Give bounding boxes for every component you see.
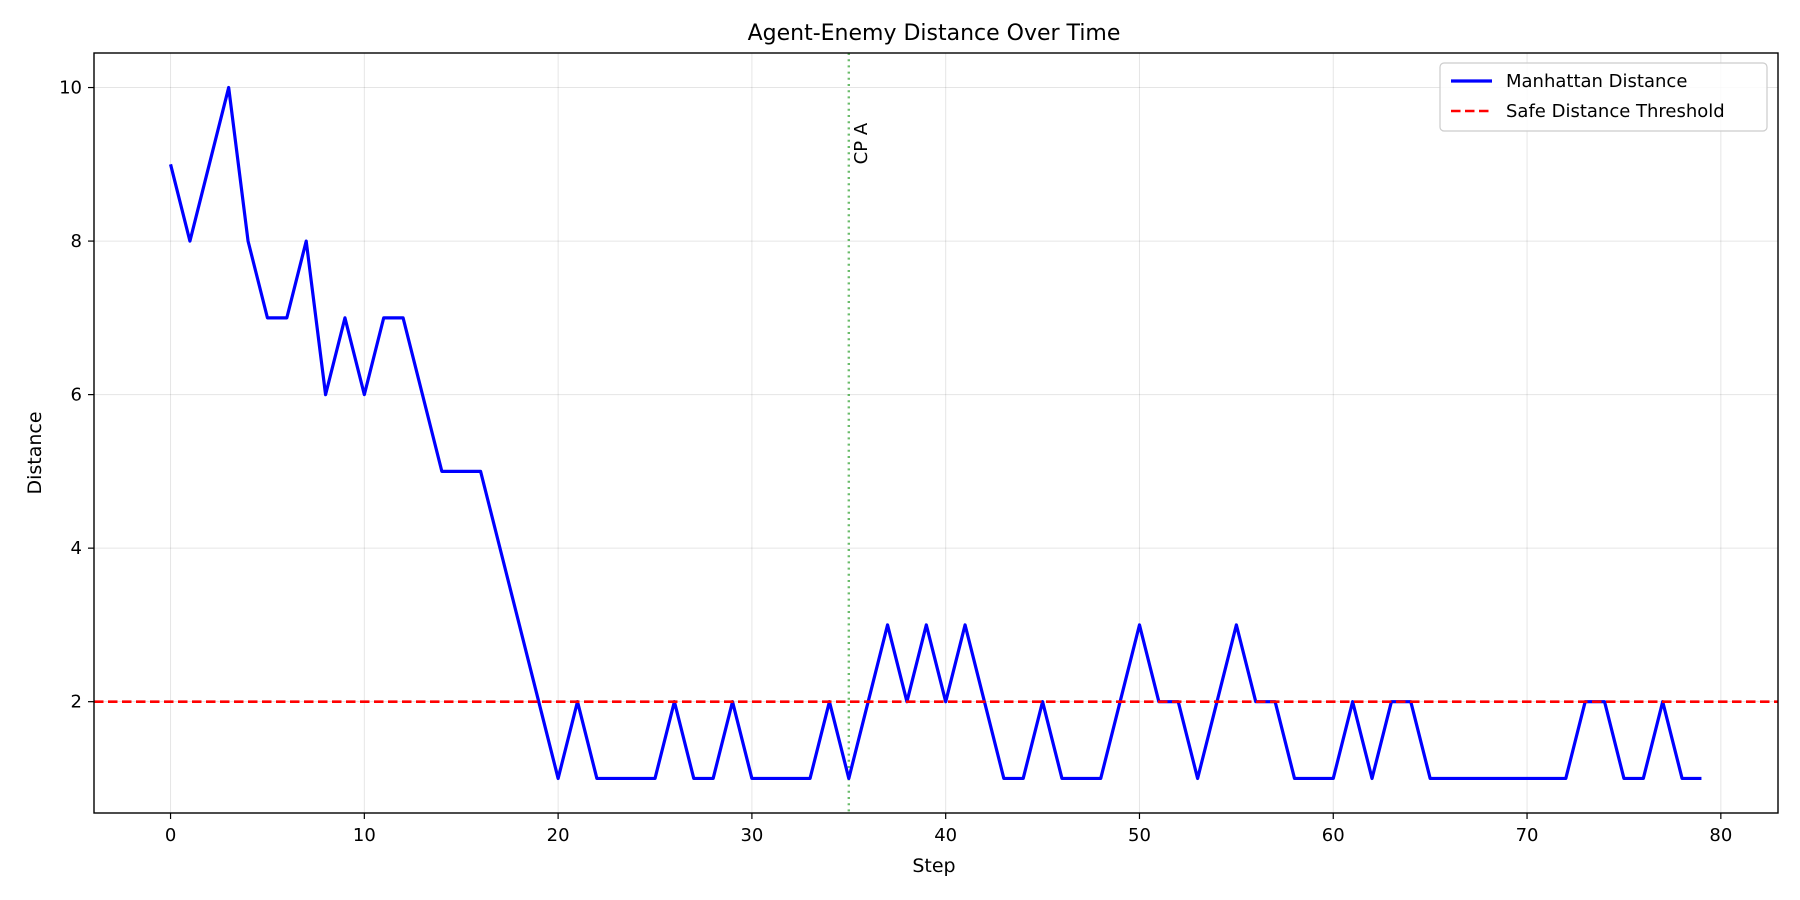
y-tick-label: 8 <box>71 231 82 252</box>
y-tick-label: 6 <box>71 385 82 406</box>
x-tick-label: 20 <box>547 825 570 846</box>
legend-entry-label: Safe Distance Threshold <box>1506 101 1725 122</box>
y-tick-label: 2 <box>71 692 82 713</box>
chart-title: Agent-Enemy Distance Over Time <box>748 21 1121 46</box>
legend: Manhattan Distance Safe Distance Threshol… <box>1439 62 1768 132</box>
y-tick-label: 4 <box>71 538 82 559</box>
legend-box <box>1439 62 1768 132</box>
manhattan-distance-line <box>168 85 1702 781</box>
plot-area: CP A <box>94 53 1778 813</box>
y-tick-label: 10 <box>59 78 82 99</box>
x-tick-label: 10 <box>353 825 376 846</box>
x-tick-label: 40 <box>934 825 957 846</box>
x-tick-label: 0 <box>165 825 176 846</box>
axes-frame <box>93 52 1779 814</box>
x-tick-label: 50 <box>1128 825 1151 846</box>
x-axis-label: Step <box>912 855 955 877</box>
x-tick-label: 70 <box>1516 825 1539 846</box>
x-tick-label: 60 <box>1322 825 1345 846</box>
checkpoint-label: CP A <box>851 122 872 164</box>
x-tick-label: 30 <box>740 825 763 846</box>
axes: 0 10 20 30 40 50 60 70 80 2 4 6 8 10 <box>59 52 1779 846</box>
x-tick-label: 80 <box>1709 825 1732 846</box>
y-axis-label: Distance <box>24 411 46 494</box>
legend-entry-label: Manhattan Distance <box>1506 71 1687 92</box>
